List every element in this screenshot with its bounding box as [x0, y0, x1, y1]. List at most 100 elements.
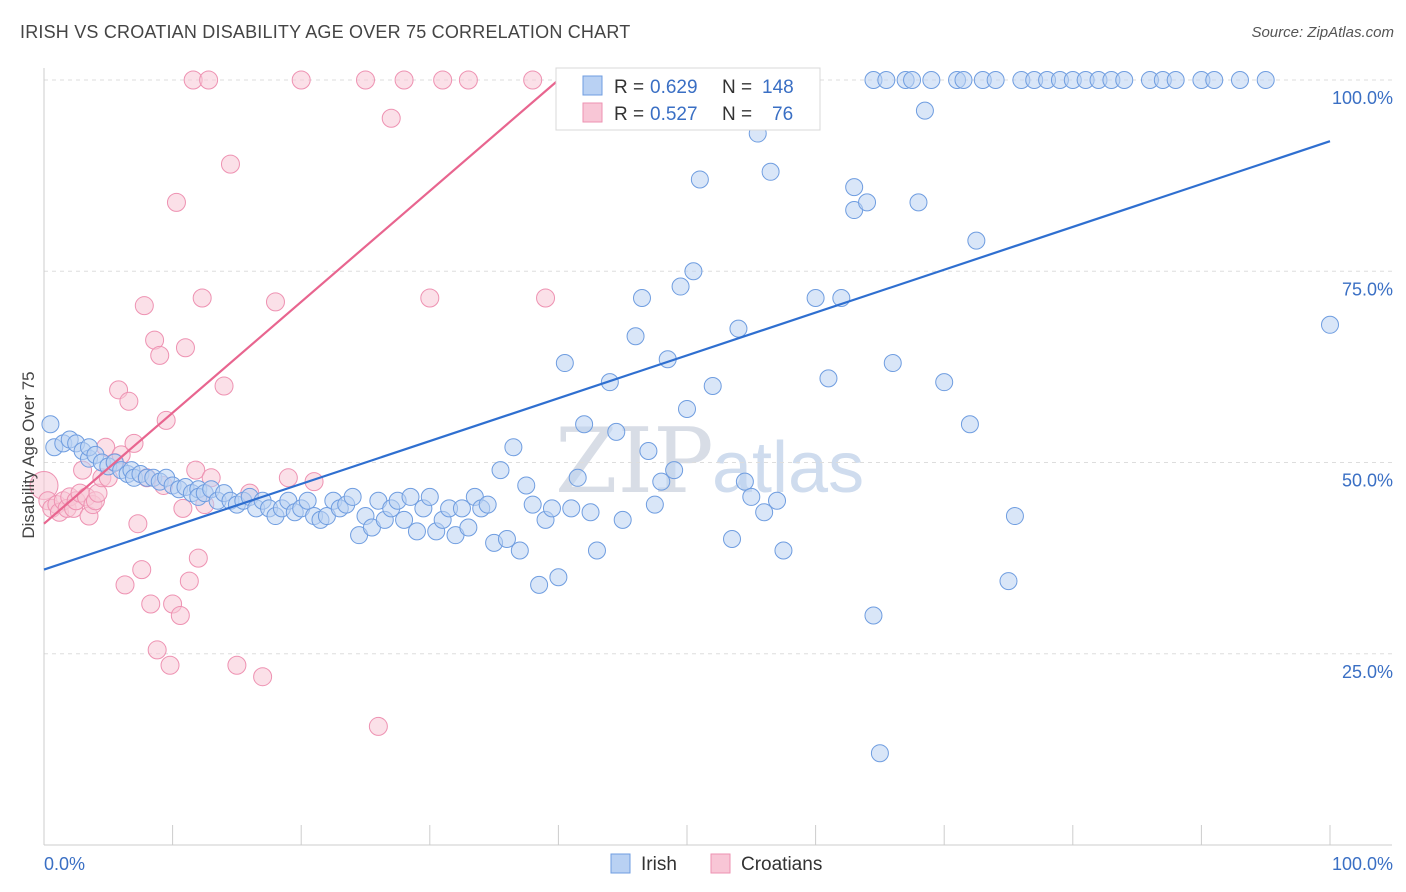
irish-point [986, 71, 1005, 89]
y-tick-label-25: 25.0% [1342, 662, 1393, 682]
irish-point [1256, 71, 1275, 89]
watermark: ZIP atlas [555, 409, 864, 514]
croatians-point [381, 108, 401, 128]
irish-point [678, 399, 696, 418]
irish-n-label: N = [722, 77, 752, 98]
legend-croatians-label: Croatians [741, 854, 822, 875]
croatians-point [227, 655, 247, 675]
croatians-point [253, 667, 273, 687]
croatians-point [173, 498, 193, 518]
irish-point [510, 541, 529, 560]
croatians-point [147, 640, 167, 660]
gridlines [44, 79, 1392, 655]
irish-point [1115, 71, 1134, 89]
croatians-swatch [582, 102, 603, 123]
x-tick-label-0: 0.0% [44, 854, 85, 874]
croatians-point [433, 70, 453, 90]
croatians-r-value: 0.527 [650, 104, 698, 125]
croatians-point [536, 288, 556, 308]
croatians-point [420, 288, 440, 308]
irish-trendline [43, 140, 1331, 571]
irish-point [491, 461, 510, 480]
irish-point [452, 499, 471, 518]
croatians-point [523, 70, 543, 90]
croatians-point [119, 391, 139, 411]
irish-point [459, 518, 478, 537]
irish-point [549, 568, 568, 587]
irish-point [915, 101, 934, 120]
trendlines [43, 79, 1331, 571]
croatians-trendline [43, 79, 560, 525]
croatians-point [115, 575, 135, 595]
croatians-point [278, 468, 298, 488]
croatians-point [265, 292, 285, 312]
irish-point [343, 487, 362, 506]
croatians-point [166, 192, 186, 212]
tick-labels: 25.0% 50.0% 75.0% 100.0% 0.0% 100.0% [44, 88, 1393, 874]
axes [43, 68, 1392, 846]
croatians-point [192, 288, 212, 308]
irish-point [903, 71, 922, 89]
croatians-point [188, 548, 208, 568]
croatians-point [394, 70, 414, 90]
croatians-point [356, 70, 375, 90]
irish-point [626, 327, 645, 346]
irish-point [568, 468, 587, 487]
irish-point [858, 193, 877, 212]
croatians-point [179, 571, 199, 591]
croatians-n-label: N = [722, 104, 752, 125]
chart-title: IRISH VS CROATIAN DISABILITY AGE OVER 75… [20, 22, 631, 42]
croatians-point [291, 70, 311, 90]
irish-point [671, 277, 690, 296]
irish-point [523, 495, 542, 514]
croatians-point [150, 345, 170, 365]
irish-swatch [582, 75, 603, 96]
irish-point [690, 170, 709, 189]
irish-point [935, 373, 954, 392]
irish-point [298, 491, 317, 510]
croatians-point [214, 376, 234, 396]
irish-point [768, 491, 787, 510]
irish-point [877, 71, 896, 89]
stats-legend: R = 0.629 N = 148 R = 0.527 N = 76 [555, 67, 821, 131]
legend-irish-label: Irish [641, 854, 677, 875]
irish-point [729, 319, 748, 338]
irish-point [922, 71, 941, 89]
series-legend: Irish Croatians [610, 853, 822, 875]
irish-point [542, 499, 561, 518]
irish-point [1321, 315, 1339, 334]
irish-point [497, 530, 516, 548]
croatians-point [186, 460, 206, 480]
irish-point [639, 442, 658, 461]
irish-point [960, 415, 979, 434]
irish-point [530, 575, 549, 594]
irish-point [1166, 71, 1185, 89]
irish-point [967, 231, 986, 250]
y-tick-label-50: 50.0% [1342, 471, 1393, 491]
croatians-point [156, 410, 176, 430]
irish-point [581, 503, 600, 522]
croatians-r-label: R = [614, 104, 644, 125]
irish-r-value: 0.629 [650, 77, 698, 98]
watermark-atlas: atlas [712, 428, 864, 508]
y-axis-label: Disability Age Over 75 [19, 371, 38, 538]
irish-point [652, 472, 671, 491]
irish-point [587, 541, 606, 560]
irish-point [613, 510, 632, 529]
irish-point [420, 487, 439, 506]
irish-point [845, 178, 864, 197]
irish-point [41, 415, 60, 434]
irish-point [517, 476, 536, 495]
irish-point [755, 503, 774, 522]
irish-point [735, 472, 754, 491]
croatians-point [128, 514, 148, 534]
irish-point [1205, 71, 1224, 89]
y-tick-label-100: 100.0% [1332, 88, 1393, 108]
croatians-point [160, 655, 180, 675]
irish-point [407, 522, 426, 541]
irish-point [684, 262, 703, 281]
croatians-points [29, 70, 556, 736]
irish-r-label: R = [614, 77, 644, 98]
irish-point [1005, 507, 1024, 526]
irish-point [870, 744, 889, 763]
